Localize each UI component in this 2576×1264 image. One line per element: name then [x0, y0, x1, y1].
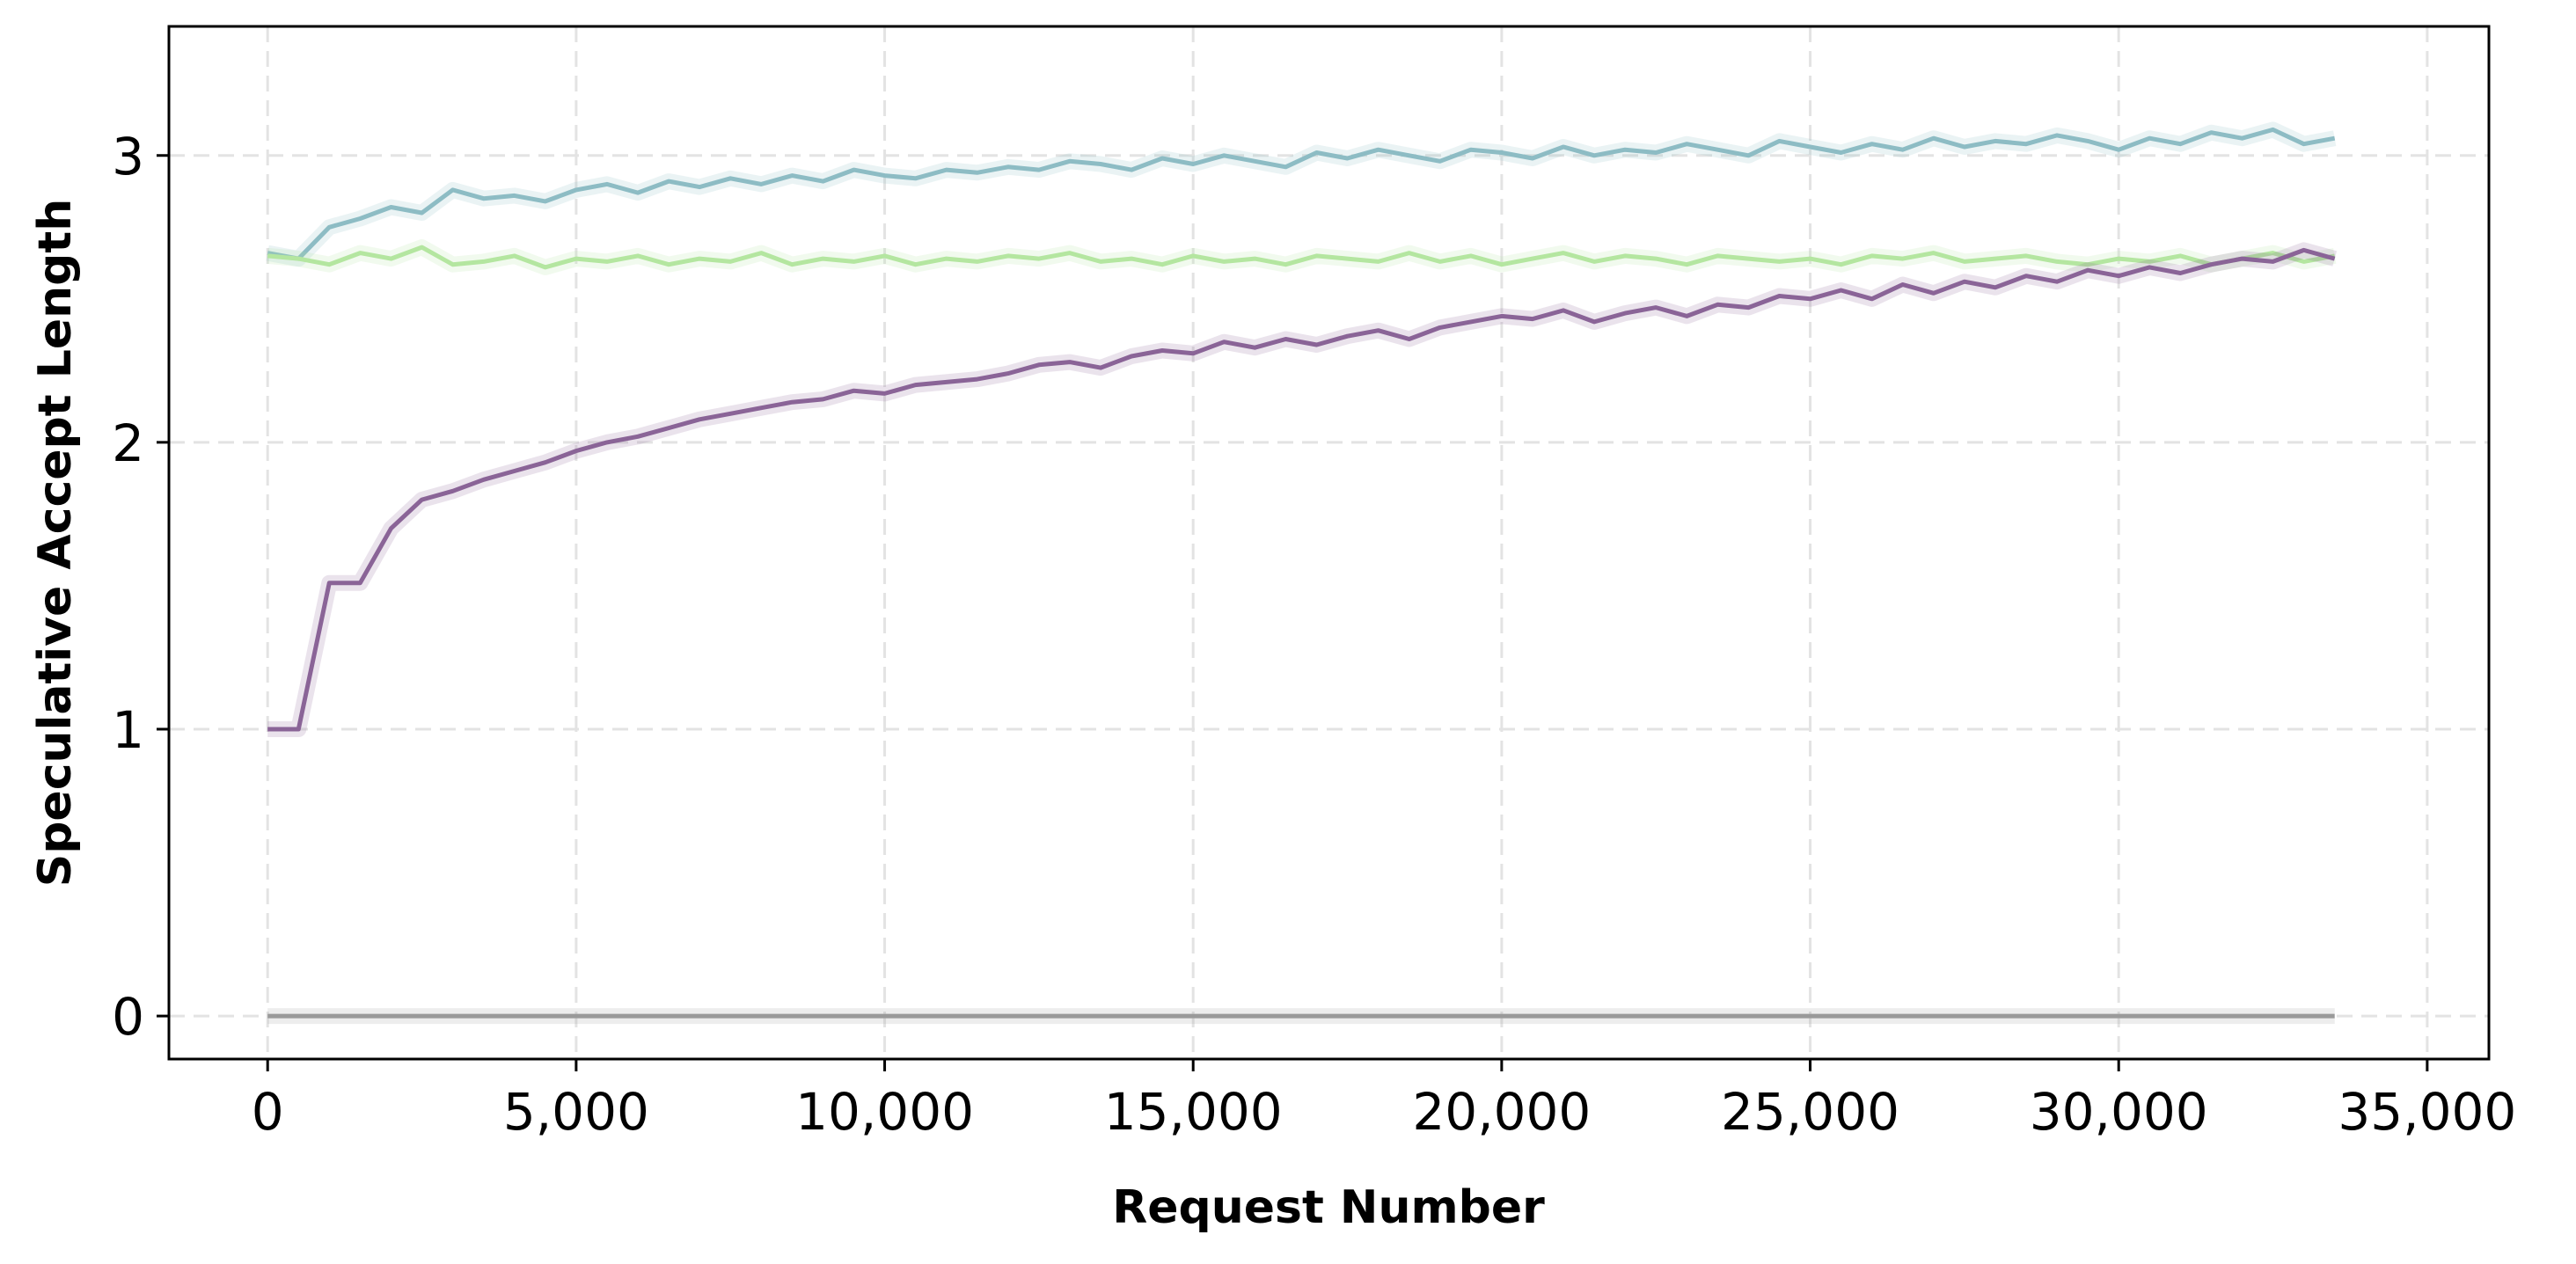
- series-2-line: [267, 247, 2336, 732]
- series-lines: [266, 121, 2338, 1025]
- y-tick-label: 3: [112, 127, 144, 186]
- x-tick-label: 15,000: [1104, 1082, 1283, 1142]
- x-tick-label: 5,000: [503, 1082, 649, 1142]
- ticks: 0 5,000 10,000 15,000 20,000 25,000 30,000 35,0…: [112, 127, 2516, 1142]
- x-tick-label: 35,000: [2338, 1082, 2516, 1142]
- plot-frame: [167, 25, 2491, 1061]
- series-1-line: [267, 245, 2336, 270]
- x-tick-label: 0: [252, 1082, 284, 1142]
- series-0-line: [267, 127, 2336, 261]
- x-tick-label: 30,000: [2030, 1082, 2208, 1142]
- y-tick-label: 2: [112, 413, 144, 473]
- x-tick-label: 10,000: [795, 1082, 974, 1142]
- x-tick-label: 20,000: [1412, 1082, 1591, 1142]
- x-axis-label: Request Number: [1112, 1181, 1545, 1234]
- grid: [169, 26, 2489, 1059]
- y-tick-label: 0: [112, 987, 144, 1047]
- y-tick-label: 1: [112, 700, 144, 760]
- x-tick-label: 25,000: [1721, 1082, 1899, 1142]
- y-axis-label: Speculative Accept Length: [29, 199, 82, 888]
- series-0-band: [266, 121, 2337, 267]
- series-2-band: [267, 242, 2338, 737]
